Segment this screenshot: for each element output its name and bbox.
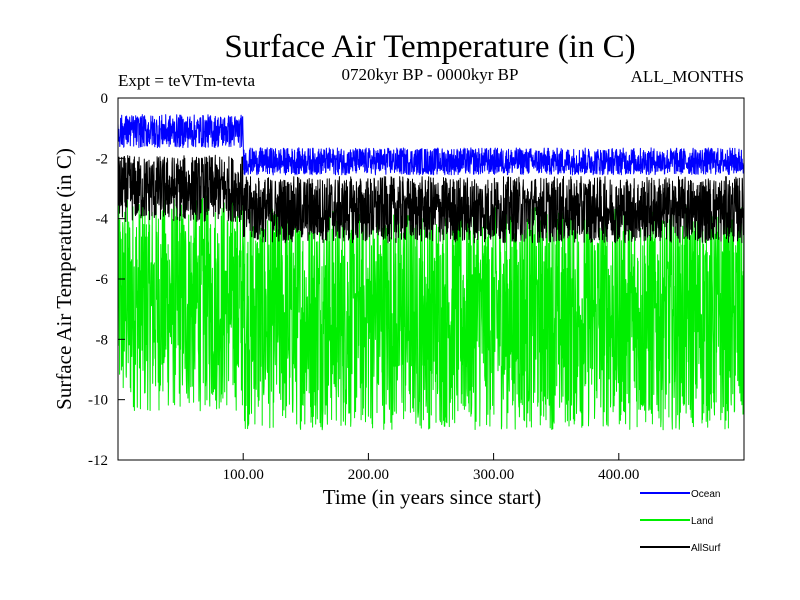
y-tick-label: -4	[96, 212, 109, 228]
series-line-land	[117, 194, 745, 431]
y-axis-label: Surface Air Temperature (in C)	[52, 148, 76, 410]
x-tick-label: 100.00	[223, 467, 264, 483]
time-range-label: 0720kyr BP - 0000kyr BP	[342, 65, 519, 84]
x-tick-label: 200.00	[348, 467, 389, 483]
series-layer	[117, 114, 745, 431]
y-tick-label: -12	[88, 453, 108, 469]
legend: Ocean Land AllSurf	[640, 489, 721, 554]
tick-layer: 100.00 200.00 300.00 400.00 0 -2 -4 -6 -8 -10 -12	[88, 91, 639, 483]
y-tick-label: -2	[96, 151, 109, 167]
months-label: ALL_MONTHS	[631, 67, 744, 86]
series-line-allsurf	[117, 154, 745, 244]
experiment-label: Expt = teVTm-tevta	[118, 71, 256, 90]
legend-label-allsurf: AllSurf	[691, 543, 721, 554]
legend-label-ocean: Ocean	[691, 489, 720, 500]
legend-label-land: Land	[691, 516, 713, 527]
y-tick-label: -8	[96, 332, 109, 348]
x-axis-label: Time (in years since start)	[323, 485, 542, 509]
series-line-ocean	[117, 114, 745, 176]
chart-title: Surface Air Temperature (in C)	[224, 29, 635, 65]
y-tick-label: 0	[101, 91, 109, 107]
x-tick-label: 400.00	[598, 467, 639, 483]
x-tick-label: 300.00	[473, 467, 514, 483]
y-tick-label: -10	[88, 393, 108, 409]
y-tick-label: -6	[96, 272, 109, 288]
